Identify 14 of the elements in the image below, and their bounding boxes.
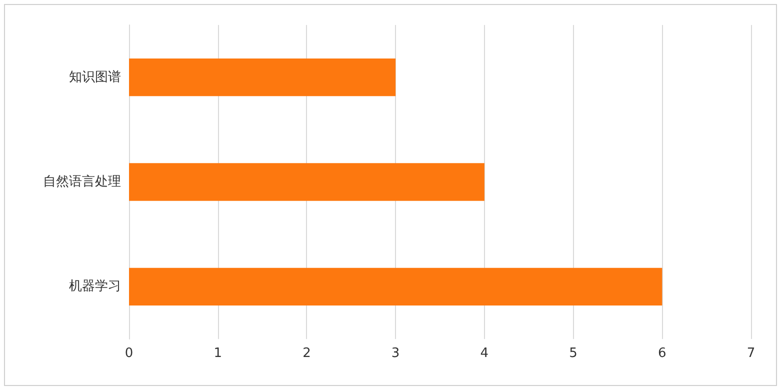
x-tick-label: 7 bbox=[746, 346, 756, 361]
y-tick-label: 机器学习 bbox=[69, 279, 121, 294]
x-tick-label: 0 bbox=[124, 346, 134, 361]
x-tick-label: 5 bbox=[569, 346, 578, 361]
bar bbox=[129, 163, 484, 201]
x-tick-label: 4 bbox=[480, 346, 489, 361]
y-tick-label: 知识图谱 bbox=[69, 70, 121, 85]
x-tick-label: 1 bbox=[214, 346, 222, 361]
x-tick-label: 3 bbox=[391, 346, 400, 361]
x-tick-label: 6 bbox=[658, 346, 666, 361]
bar bbox=[129, 268, 662, 306]
y-tick-label: 自然语言处理 bbox=[43, 174, 121, 190]
x-tick-label: 2 bbox=[302, 346, 311, 361]
bar bbox=[129, 58, 396, 96]
